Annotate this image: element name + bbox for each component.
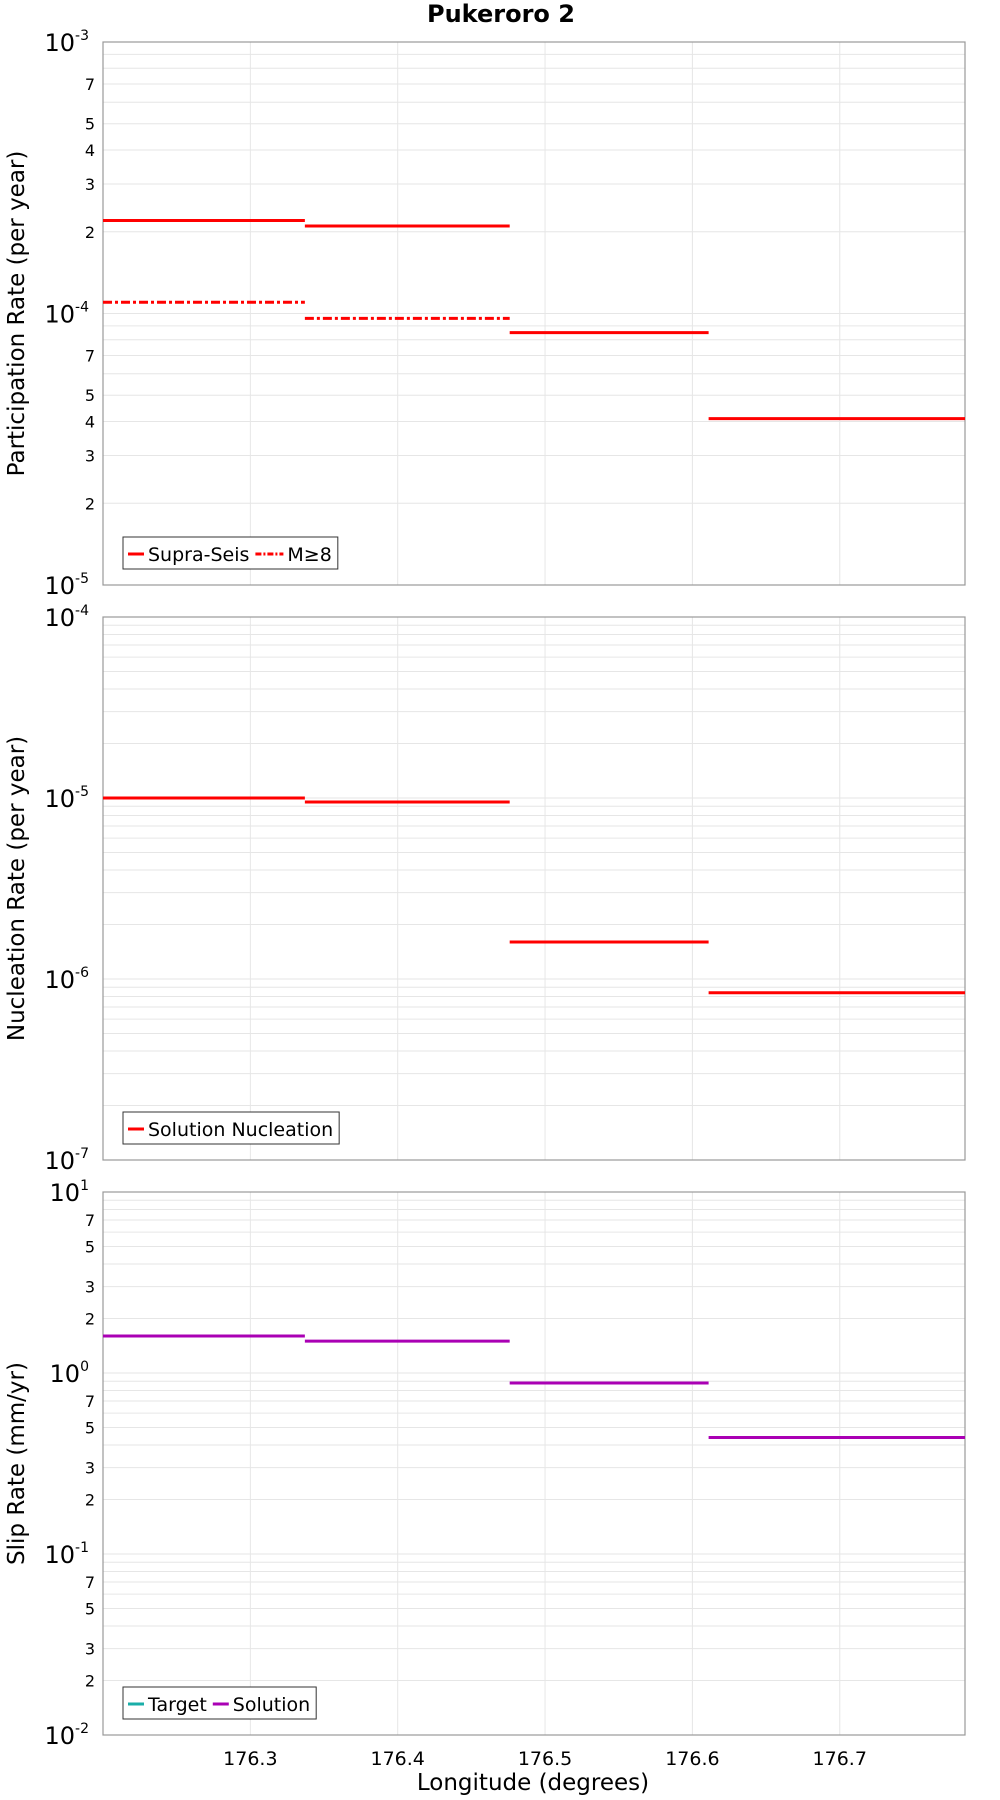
legend: Supra-Seis M≥8 (122, 536, 339, 570)
y-minor-tick-label: 3 (85, 1278, 95, 1297)
y-minor-tick-label: 7 (85, 1211, 95, 1230)
y-minor-tick-label: 4 (85, 413, 95, 432)
y-minor-tick-label: 5 (85, 1237, 95, 1256)
legend-label: Solution Nucleation (148, 1119, 333, 1141)
y-tick-label: 10-4 (44, 603, 89, 632)
legend-box (122, 536, 339, 570)
panel-1: 10-5 10-4 10-3 2 3 4 5 7 2 3 4 5 7 Participation Rate… (4, 28, 966, 600)
y-minor-tick-label: 3 (85, 1640, 95, 1659)
y-minor-tick-label: 2 (85, 1672, 95, 1691)
y-minor-tick-label: 2 (85, 223, 95, 242)
y-tick-label: 10-5 (44, 571, 89, 600)
y-axis-label: Participation Rate (per year) (4, 151, 30, 477)
plot-area (103, 617, 965, 1160)
y-tick-label: 10-2 (44, 1721, 89, 1750)
legend-label: Solution (233, 1694, 310, 1716)
y-tick-label: 10-3 (44, 28, 89, 57)
x-tick-label: 176.6 (665, 1748, 719, 1770)
panel-2: 10-7 10-6 10-5 10-4 Nucleation Rate (per yea… (4, 603, 966, 1175)
y-minor-tick-label: 5 (85, 115, 95, 134)
y-minor-tick-label: 7 (85, 1392, 95, 1411)
y-minor-tick-label: 5 (85, 1599, 95, 1618)
y-minor-tick-label: 5 (85, 386, 95, 405)
x-tick-label: 176.5 (518, 1748, 572, 1770)
plot-frame (102, 1191, 966, 1736)
plot-frame (102, 41, 966, 586)
panel-3: 10-2 10-1 100 101 2 3 5 7 2 3 5 7 2 3 5 7 176.3 176.4 176.… (4, 1178, 966, 1770)
y-tick-label: 10-7 (44, 1146, 89, 1175)
y-minor-tick-label: 7 (85, 1573, 95, 1592)
y-minor-tick-label: 3 (85, 175, 95, 194)
legend-label: Supra-Seis (148, 544, 249, 566)
y-minor-tick-label: 7 (85, 347, 95, 366)
chart-title: Pukeroro 2 (427, 0, 575, 28)
y-minor-tick-label: 2 (85, 1310, 95, 1329)
legend-label: M≥8 (287, 544, 331, 566)
y-minor-tick-label: 3 (85, 1459, 95, 1478)
y-axis-label: Nucleation Rate (per year) (4, 736, 30, 1041)
y-minor-tick-label: 2 (85, 494, 95, 513)
plot-frame (102, 616, 966, 1161)
y-minor-tick-label: 7 (85, 75, 95, 94)
y-tick-label: 10-4 (44, 300, 89, 329)
y-minor-tick-label: 5 (85, 1418, 95, 1437)
y-tick-label: 101 (50, 1178, 89, 1207)
legend-label: Target (147, 1694, 207, 1716)
legend: Solution Nucleation (122, 1111, 340, 1145)
y-minor-tick-label: 3 (85, 446, 95, 465)
y-tick-label: 10-5 (44, 784, 89, 813)
y-tick-label: 10-6 (44, 965, 89, 994)
y-tick-label: 10-1 (44, 1540, 89, 1569)
x-tick-label: 176.7 (813, 1748, 867, 1770)
x-tick-label: 176.3 (223, 1748, 277, 1770)
y-tick-label: 100 (50, 1359, 89, 1388)
y-minor-tick-label: 2 (85, 1491, 95, 1510)
plot-area (103, 1192, 965, 1735)
legend: Target Solution (122, 1686, 317, 1720)
x-tick-label: 176.4 (370, 1748, 424, 1770)
legend-box (122, 1111, 340, 1145)
y-axis-label: Slip Rate (mm/yr) (4, 1362, 30, 1565)
x-axis-label: Longitude (degrees) (417, 1770, 649, 1796)
y-minor-tick-label: 4 (85, 141, 95, 160)
